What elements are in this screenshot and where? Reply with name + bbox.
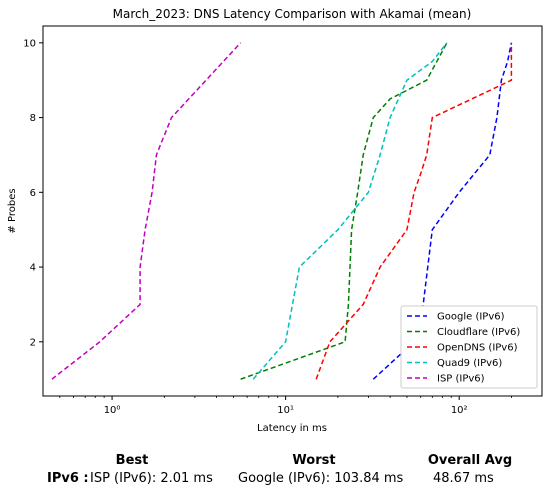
y-tick-label: 10 [23, 38, 36, 49]
overall-avg-value: 48.67 ms [433, 471, 494, 486]
x-tick-label: 10¹ [277, 405, 294, 416]
worst-value: Google (IPv6): 103.84 ms [238, 471, 404, 486]
axis-ticks: 10⁰ 10¹ 10² 2 4 6 8 10 [23, 38, 512, 416]
y-tick-label: 8 [30, 113, 36, 124]
y-tick-label: 2 [30, 337, 36, 348]
legend-label: OpenDNS (IPv6) [437, 343, 518, 354]
best-header: Best [115, 453, 149, 468]
x-tick-label: 10⁰ [104, 405, 121, 416]
x-axis-title: Latency in ms [257, 423, 327, 434]
latency-chart: March_2023: DNS Latency Comparison with … [7, 7, 543, 434]
legend: Google (IPv6) Cloudflare (IPv6) OpenDNS (I… [400, 305, 538, 389]
legend-label: Cloudflare (IPv6) [437, 327, 520, 338]
legend-label: ISP (IPv6) [437, 374, 485, 385]
worst-header: Worst [292, 453, 336, 468]
legend-label: Google (IPv6) [437, 312, 505, 323]
ipv6-row-label: IPv6 : [47, 471, 89, 486]
y-tick-label: 4 [30, 263, 36, 274]
best-value: ISP (IPv6): 2.01 ms [90, 471, 213, 486]
overall-avg-header: Overall Avg [427, 453, 513, 468]
legend-box [400, 305, 538, 389]
summary-table: Best Worst Overall Avg IPv6 : ISP (IPv6)… [0, 448, 548, 496]
x-tick-label: 10² [451, 405, 468, 416]
y-tick-label: 6 [30, 188, 36, 199]
chart-title: March_2023: DNS Latency Comparison with … [113, 7, 472, 21]
series-line-quad9-ipv6 [252, 42, 448, 380]
legend-label: Quad9 (IPv6) [437, 358, 502, 369]
y-axis-title: # Probes [7, 188, 18, 233]
series-line-opendns-ipv6 [315, 42, 513, 380]
